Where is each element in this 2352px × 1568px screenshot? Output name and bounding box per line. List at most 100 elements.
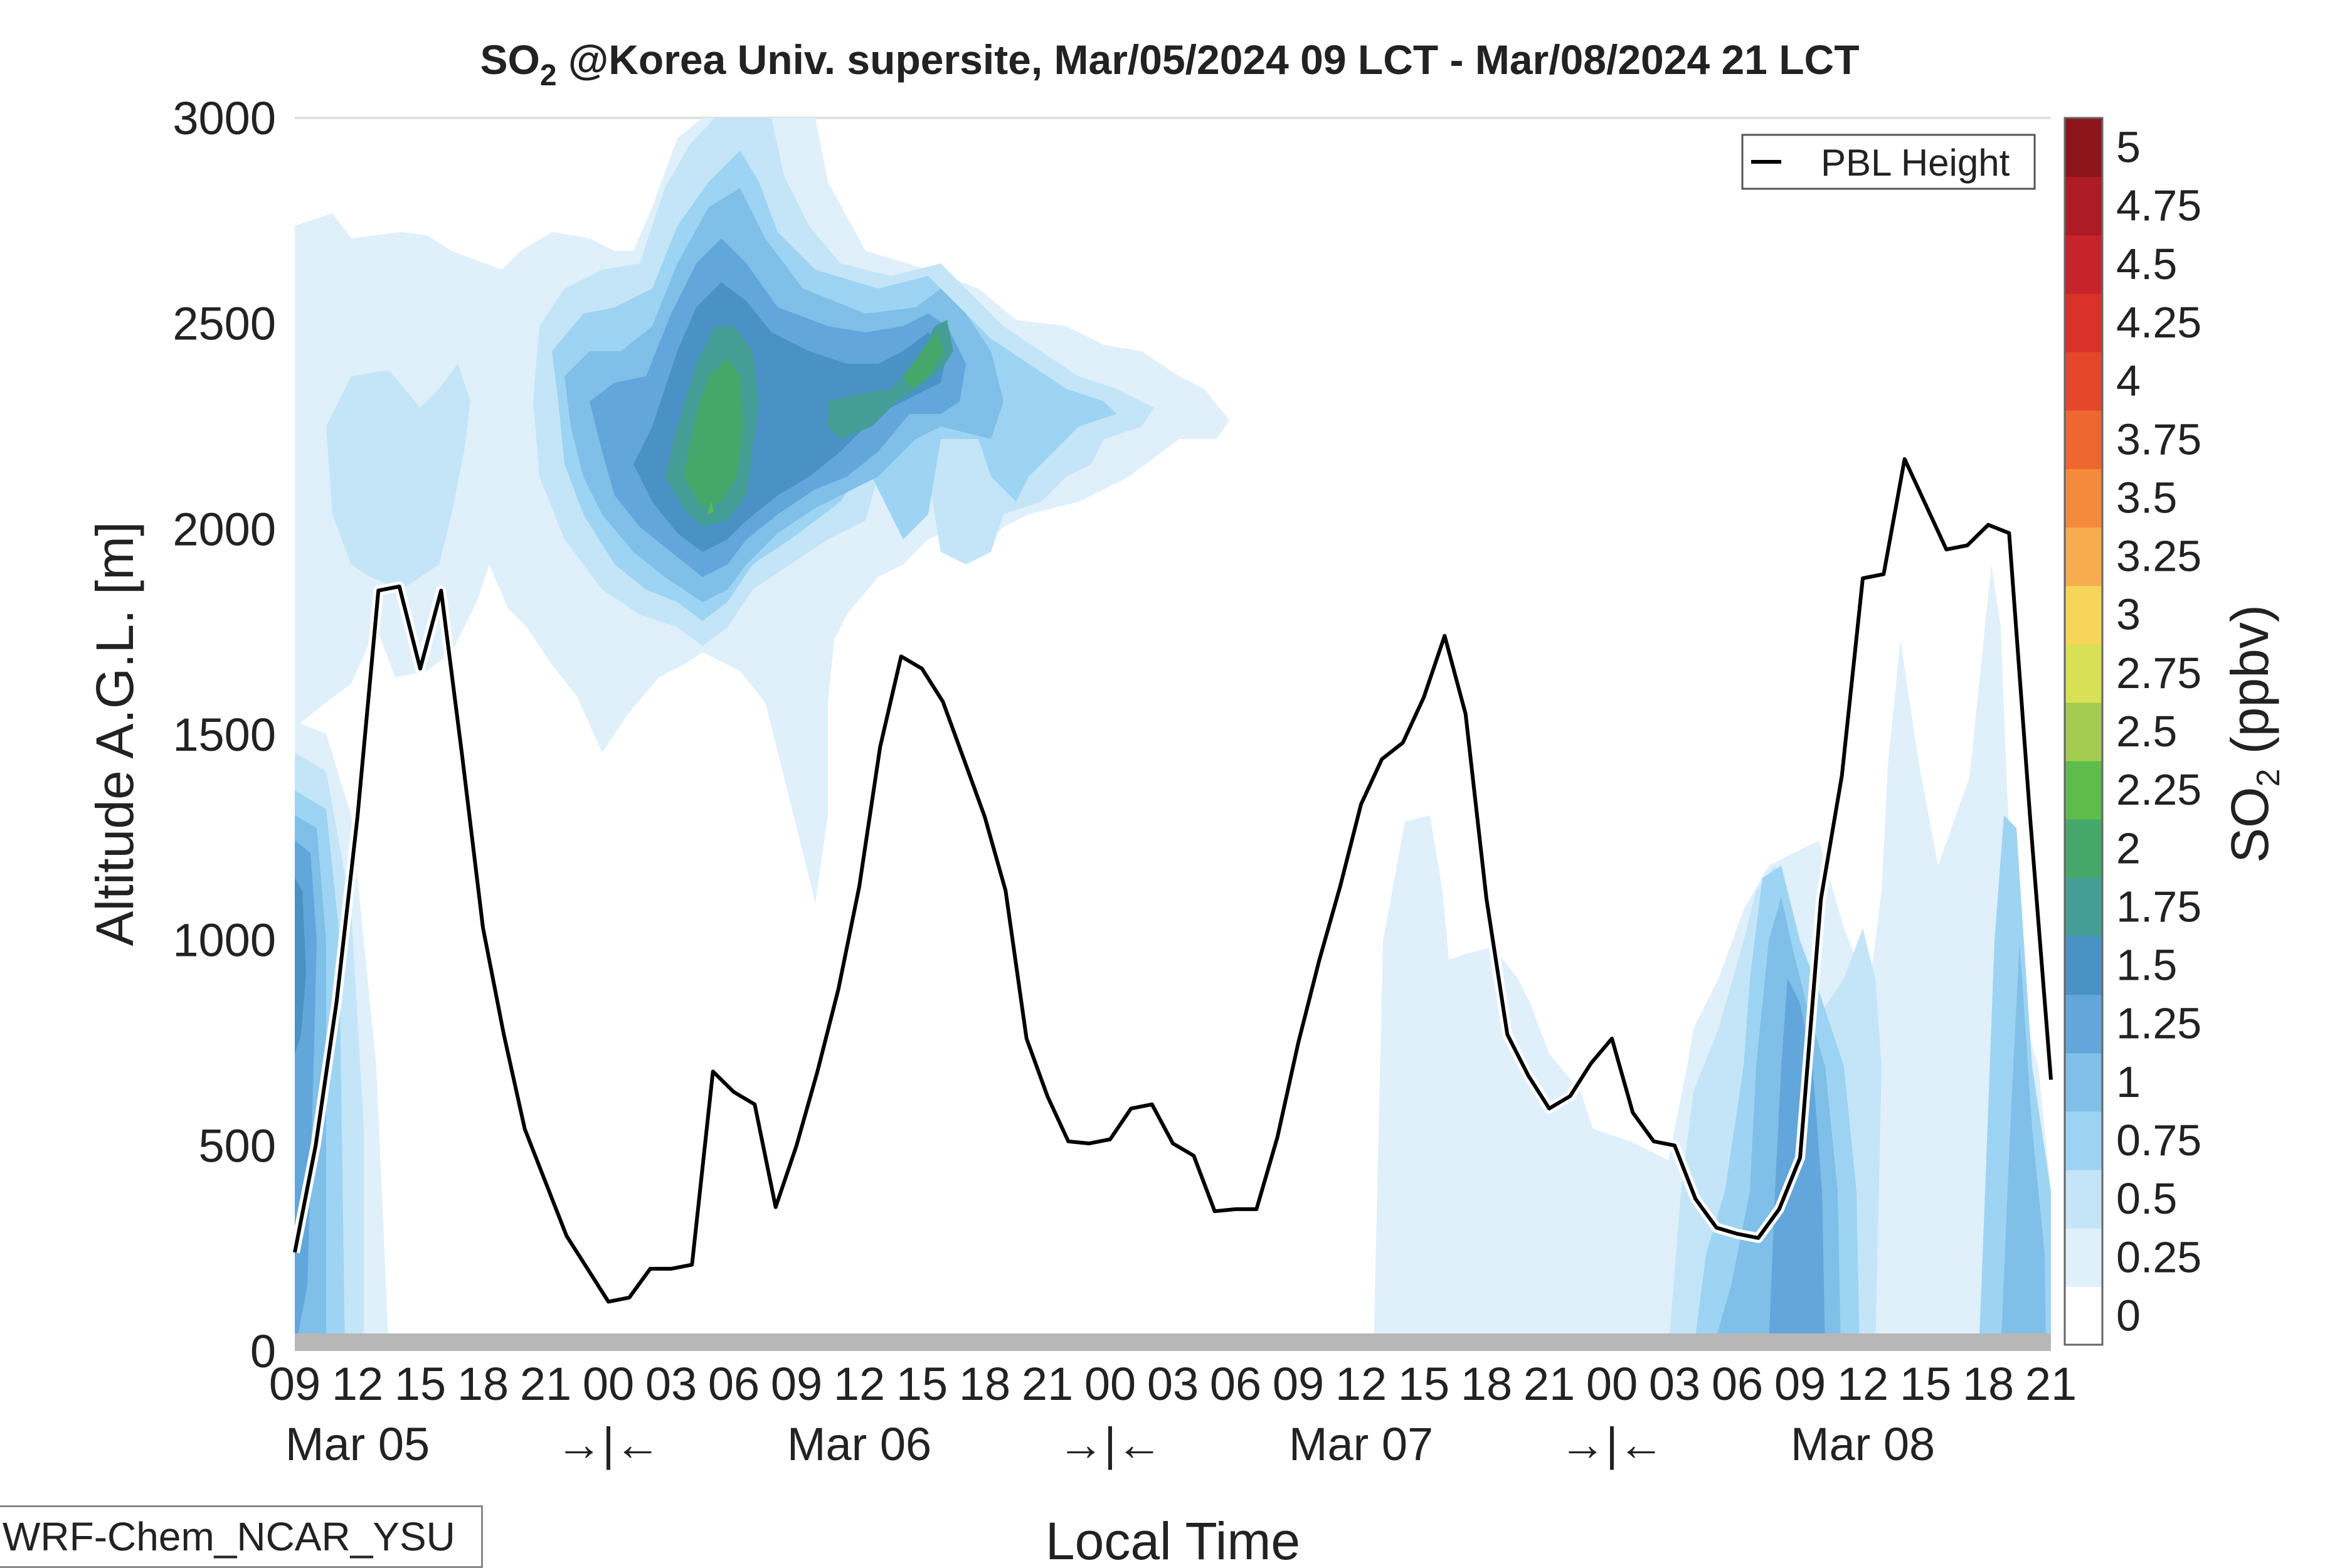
x-tick-label: 15 <box>896 1358 948 1410</box>
colorbar-label: SO2 (ppbv) <box>2220 605 2287 863</box>
x-tick-label: 18 <box>1963 1358 2014 1410</box>
so2-plume-level-2.25 <box>707 502 714 514</box>
y-tick-label: 1000 <box>172 914 276 967</box>
so2-plume-level-0.5 <box>326 364 470 590</box>
pbl-height-line <box>293 457 2053 1304</box>
x-tick-label: 06 <box>1210 1358 1261 1410</box>
x-tick-label: 00 <box>1586 1358 1638 1410</box>
colorbar-tick-label: 2.75 <box>2116 649 2201 697</box>
x-axis: 09 12 15 18 21 00 03 06 09 12 15 18 21 00 03 06 09 12 15 18… <box>269 1358 2077 1410</box>
colorbar-tick-label: 0.75 <box>2116 1116 2201 1165</box>
x-tick-label: 15 <box>1900 1358 1951 1410</box>
colorbar-swatch <box>2065 1227 2102 1287</box>
legend-box <box>1741 134 2036 190</box>
so2-plume-level-2 <box>684 358 743 508</box>
x-tick-label: 18 <box>959 1358 1010 1410</box>
model-name-label: WRF-Chem_NCAR_YSU <box>0 1505 483 1568</box>
colorbar-swatch <box>2065 936 2102 995</box>
x-tick-label: 00 <box>1084 1358 1136 1410</box>
so2-plume-level-1.75b <box>828 320 953 439</box>
day-label: Mar 07 <box>1289 1418 1433 1470</box>
x-tick-label: 18 <box>457 1358 509 1410</box>
colorbar-tick-label: 1.75 <box>2116 882 2201 931</box>
x-tick-label: 09 <box>1774 1358 1826 1410</box>
colorbar-swatch <box>2065 176 2102 236</box>
x-tick-label: 03 <box>1147 1358 1199 1410</box>
day-label: →|← <box>1559 1418 1664 1470</box>
day-label: Mar 06 <box>787 1418 931 1470</box>
colorbar-swatch <box>2065 293 2102 352</box>
x-tick-label: 09 <box>269 1358 320 1410</box>
x-tick-label: 06 <box>1712 1358 1763 1410</box>
colorbar-tick-label: 3.5 <box>2116 473 2177 522</box>
x-tick-label: 09 <box>1273 1358 1324 1410</box>
day-label: →|← <box>556 1418 660 1470</box>
legend-label: PBL Height <box>1821 142 2010 184</box>
x-tick-label: 12 <box>1837 1358 1888 1410</box>
colorbar-tick-label: 0.5 <box>2116 1174 2177 1223</box>
colorbar-swatch <box>2065 760 2102 820</box>
colorbar-tick-label: 4 <box>2116 356 2141 405</box>
colorbar-tick-label: 4.25 <box>2116 298 2201 347</box>
day-label: Mar 05 <box>285 1418 430 1470</box>
colorbar-swatch <box>2065 1111 2102 1170</box>
colorbar-swatch <box>2065 1286 2102 1345</box>
colorbar-swatch <box>2065 1169 2102 1229</box>
colorbar-swatch <box>2065 644 2102 703</box>
x-tick-label: 18 <box>1461 1358 1512 1410</box>
ground-band <box>295 1333 2051 1351</box>
colorbar-swatch <box>2065 468 2102 527</box>
colorbar-swatch <box>2065 527 2102 586</box>
day-labels: Mar 05 →|← Mar 06 →|← Mar 07 →|← Mar 08 <box>285 1418 1935 1470</box>
y-tick-label: 1500 <box>172 709 276 761</box>
y-tick-label: 3000 <box>172 92 276 144</box>
colorbar: 0 0.25 0.5 0.75 1 1.25 1.5 1.75 2 2.25 2.5 2.75 3 3.2… <box>2063 117 2201 1346</box>
colorbar-tick-label: 2.25 <box>2116 765 2201 814</box>
so2-left-column-1.5 <box>295 878 306 1054</box>
so2-plume-level-2b <box>903 332 944 389</box>
x-axis-label: Local Time <box>1046 1512 1300 1568</box>
colorbar-swatch <box>2065 118 2102 177</box>
colorbar-swatch <box>2065 877 2102 936</box>
y-tick-label: 2000 <box>172 503 276 555</box>
colorbar-tick-label: 0 <box>2116 1291 2141 1340</box>
x-tick-label: 21 <box>520 1358 571 1410</box>
colorbar-tick-label: 1.5 <box>2116 941 2177 990</box>
x-tick-label: 12 <box>834 1358 885 1410</box>
x-tick-label: 03 <box>645 1358 697 1410</box>
colorbar-tick-label: 3 <box>2116 590 2141 639</box>
y-tick-label: 2500 <box>172 298 276 350</box>
colorbar-frame <box>2063 117 2104 1346</box>
x-tick-label: 15 <box>395 1358 446 1410</box>
x-tick-label: 12 <box>1335 1358 1387 1410</box>
x-tick-label: 03 <box>1649 1358 1700 1410</box>
x-tick-label: 12 <box>332 1358 383 1410</box>
colorbar-swatch <box>2065 994 2102 1054</box>
y-tick-label: 0 <box>250 1325 276 1377</box>
colorbar-swatch <box>2065 585 2102 645</box>
colorbar-tick-label: 2 <box>2116 824 2141 872</box>
legend: PBL Height <box>1741 134 2036 190</box>
x-tick-label: 21 <box>1523 1358 1575 1410</box>
x-tick-label: 15 <box>1398 1358 1449 1410</box>
y-tick-label: 500 <box>199 1120 276 1172</box>
x-tick-label: 21 <box>1022 1358 1073 1410</box>
colorbar-tick-label: 3.75 <box>2116 415 2201 464</box>
colorbar-swatch <box>2065 235 2102 294</box>
colorbar-swatch <box>2065 818 2102 878</box>
colorbar-swatch <box>2065 702 2102 761</box>
colorbar-tick-label: 0.25 <box>2116 1232 2201 1281</box>
y-axis-label: Altitude A.G.L. [m] <box>85 522 144 946</box>
so2-right-edge-column-1 <box>2001 941 2046 1351</box>
colorbar-tick-label: 4.5 <box>2116 240 2177 289</box>
colorbar-tick-label: 1.25 <box>2116 999 2201 1048</box>
chart-title: SO2 @Korea Univ. supersite, Mar/05/2024 … <box>480 36 1859 92</box>
colorbar-swatch <box>2065 351 2102 411</box>
colorbar-tick-label: 5 <box>2116 123 2141 172</box>
colorbar-tick-label: 1 <box>2116 1057 2141 1106</box>
colorbar-tick-label: 3.25 <box>2116 532 2201 581</box>
day-label: Mar 08 <box>1791 1418 1935 1470</box>
so2-mar07-afternoon-0.25 <box>1374 564 2051 1351</box>
y-axis: 0 500 1000 1500 2000 2500 3000 <box>172 92 276 1377</box>
